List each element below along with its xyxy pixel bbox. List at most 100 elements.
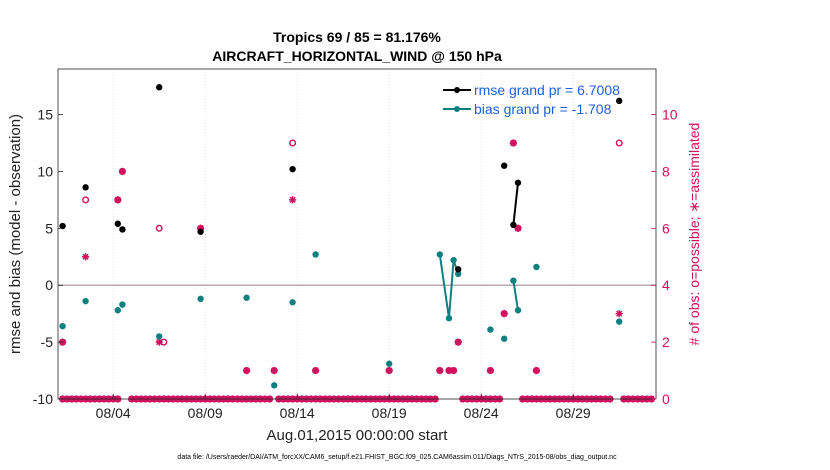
y-left-tick-label: 10: [37, 163, 53, 179]
rmse-point: [59, 222, 66, 230]
rmse-point: [289, 165, 296, 173]
rmse-point: [156, 84, 163, 91]
obs-assimilated-marker: [270, 366, 278, 375]
obs-possible-marker: [155, 224, 163, 232]
obs-assimilated-marker: [450, 366, 458, 375]
x-tick-label: 08/09: [188, 405, 223, 421]
obs-assimilated-marker: [155, 338, 163, 346]
obs-star-stroke: [533, 367, 540, 374]
obs-assimilated-marker: [454, 338, 462, 346]
obs-assimilated-marker: [486, 366, 494, 375]
bias-point: [436, 251, 443, 258]
obs-possible-marker: [82, 196, 90, 204]
bias-series-line: [512, 280, 519, 311]
y-axis-left-label: rmse and bias (model - observation): [7, 114, 24, 354]
obs-star-stroke: [455, 338, 462, 346]
legend-rmse-label: rmse grand pr = 6.7008: [474, 82, 620, 98]
chart-title-line2: AIRCRAFT_HORIZONTAL_WIND @ 150 hPa: [212, 48, 502, 64]
obs-star-stroke: [510, 139, 517, 147]
obs-star-stroke: [243, 367, 250, 374]
obs-star-stroke: [501, 310, 508, 317]
bias-point: [514, 307, 522, 314]
bias-point: [510, 277, 517, 284]
bias-point: [59, 322, 66, 330]
y-axis-right-label: # of obs: o=possible; ∗=assimilated: [686, 123, 702, 346]
bias-series-line: [438, 254, 460, 319]
legend: rmse grand pr = 6.7008 bias grand pr = -…: [443, 82, 620, 117]
obs-star-stroke: [445, 367, 453, 374]
bias-point: [197, 295, 204, 303]
y-left-tick-label: -10: [33, 391, 53, 407]
bias-point: [114, 307, 122, 314]
rmse-point: [510, 221, 517, 229]
obs-star-stroke: [514, 225, 522, 232]
plot-area: [58, 69, 656, 399]
rmse-point: [119, 226, 126, 233]
x-tick-label: 08/24: [464, 405, 499, 421]
obs-star-stroke: [312, 367, 319, 374]
bias-point: [533, 263, 540, 271]
obs-assimilated-marker: [312, 366, 320, 375]
obs-assimilated-marker: [289, 196, 297, 204]
obs-assimilated-marker: [118, 167, 126, 176]
bias-point: [271, 382, 278, 389]
legend-bias-marker: [454, 106, 460, 112]
y-right-tick-label: 6: [662, 220, 670, 236]
bias-point: [487, 326, 494, 333]
bias-point: [243, 294, 250, 301]
obs-star-stroke: [289, 196, 296, 203]
rmse-point: [197, 228, 204, 235]
obs-assimilated-marker: [82, 253, 90, 261]
obs-star-stroke: [386, 367, 393, 374]
obs-assimilated-marker: [385, 366, 393, 375]
obs-star-stroke: [82, 253, 89, 260]
obs-assimilated-marker: [114, 196, 122, 204]
x-axis-label: Aug.01,2015 00:00:00 start: [267, 427, 449, 444]
bias-point: [455, 270, 462, 278]
y-right-tick-label: 0: [662, 391, 670, 407]
grid-lines: [112, 69, 574, 399]
rmse-point: [514, 179, 522, 186]
obs-star-stroke: [119, 168, 126, 175]
obs-assimilated-marker: [532, 366, 540, 375]
obs-star-stroke: [616, 310, 623, 317]
y-right-tick-label: 4: [662, 277, 670, 293]
bias-point: [616, 318, 623, 325]
obs-assimilated-marker: [436, 366, 444, 375]
bias-point: [450, 256, 457, 264]
y-left-tick-label: -5: [41, 334, 54, 350]
y-left-tick-label: 0: [45, 277, 53, 293]
bias-point: [156, 333, 163, 340]
bias-point: [289, 299, 296, 306]
bias-point: [119, 301, 126, 308]
obs-star-stroke: [487, 367, 494, 374]
y-right-tick-label: 8: [662, 163, 670, 179]
legend-bias-label: bias grand pr = -1.708: [474, 101, 612, 117]
obs-star-stroke: [114, 196, 121, 203]
obs-assimilated-marker: [500, 310, 508, 318]
rmse-point: [616, 97, 623, 105]
x-tick-label: 08/14: [280, 405, 315, 421]
obs-assimilated-marker: [615, 310, 623, 318]
bias-point: [386, 360, 393, 367]
obs-star-stroke: [436, 367, 443, 374]
obs-star-stroke: [156, 338, 163, 346]
chart-title-line1: Tropics 69 / 85 = 81.176%: [273, 29, 441, 45]
obs-star-stroke: [271, 367, 278, 374]
obs-assimilated-marker: [509, 139, 517, 147]
obs-possible-marker: [289, 139, 297, 147]
rmse-series-line: [512, 182, 519, 226]
y-left-tick-label: 5: [45, 220, 53, 236]
bias-point: [312, 251, 319, 258]
obs-assimilated-marker: [243, 366, 251, 375]
legend-rmse-marker: [454, 87, 460, 93]
y-right-tick-label: 10: [662, 107, 678, 123]
x-tick-label: 08/29: [556, 405, 591, 421]
obs-star-stroke: [450, 367, 457, 374]
bias-point: [445, 315, 453, 322]
x-tick-label: 08/04: [96, 405, 131, 421]
axis-ticks: 08/04 08/09 08/14 08/19 08/24 08/29 -10 -5 0 5 10 1…: [33, 107, 678, 421]
series-markers: [59, 84, 623, 389]
x-tick-label: 08/19: [372, 405, 407, 421]
